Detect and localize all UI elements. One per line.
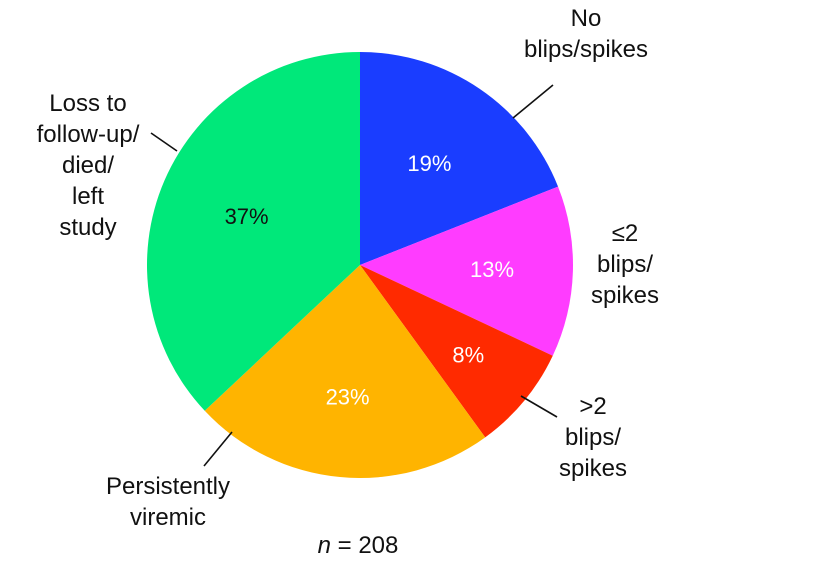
pie-slice-0 [360,52,559,265]
pie-slice-3 [204,265,486,479]
slice-category-label-4: Loss to follow-up/died/left study [37,90,140,241]
leader-line-0 [512,84,554,119]
pie-slice-4 [146,52,360,411]
sample-size-note: n = 208 [318,532,399,559]
leader-line-3 [203,431,233,467]
slice-category-label-1: ≤2 blips/spikes [591,220,659,309]
slice-value-label-4: 37% [225,204,269,229]
slice-value-label-3: 23% [326,385,370,410]
leader-line-4 [150,132,178,152]
slice-value-label-2: 8% [452,343,484,368]
slice-value-label-0: 19% [407,151,451,176]
category-labels-layer: No blips/spikes ≤2 blips/spikes >2 blips/spik… [37,5,659,531]
pie-slice-2 [360,265,553,438]
value-labels-layer: 19% 13% 8% 23% 37% [225,151,514,410]
leader-lines-layer [150,84,558,467]
slice-value-label-1: 13% [470,257,514,282]
slice-category-label-2: >2 blips/spikes [559,393,627,482]
pie-slice-1 [360,186,573,356]
leader-line-2 [520,395,558,418]
slices-layer [146,52,573,479]
slice-category-label-3: Persistently viremic [106,473,230,531]
slice-category-label-0: No blips/spikes [524,5,648,63]
